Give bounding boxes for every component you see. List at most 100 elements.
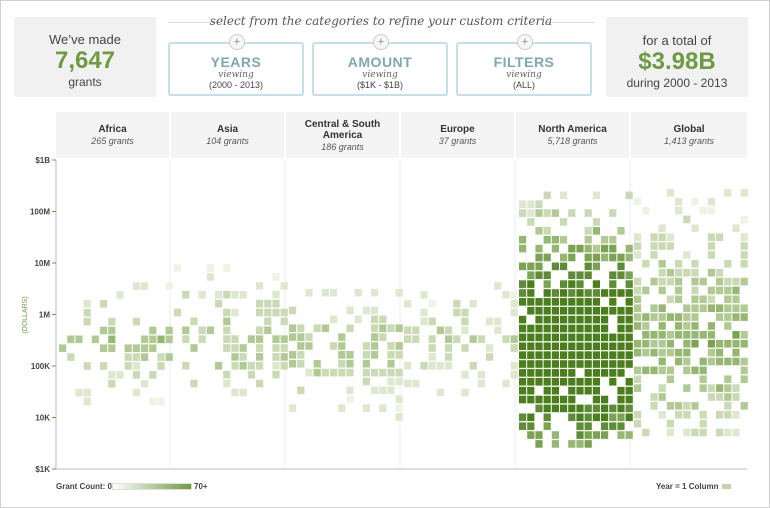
heatmap-cell xyxy=(683,251,691,259)
y-tick-label: 1M xyxy=(39,311,50,320)
heatmap-cell xyxy=(625,315,633,324)
heatmap-cell xyxy=(683,268,691,277)
heatmap-cell xyxy=(716,348,724,357)
heatmap-cell xyxy=(699,419,707,428)
add-icon[interactable]: + xyxy=(517,34,533,50)
heatmap-cell xyxy=(584,351,592,359)
heatmap-cell xyxy=(560,333,568,342)
heatmap-cell xyxy=(436,388,444,397)
region-header-asia[interactable]: Asia 104 grants xyxy=(171,112,284,158)
heatmap-cell xyxy=(519,209,527,217)
heatmap-cell xyxy=(592,244,600,253)
heatmap-cell xyxy=(108,317,116,326)
add-icon[interactable]: + xyxy=(229,34,245,50)
heatmap-cell xyxy=(461,308,469,317)
heatmap-cell xyxy=(543,395,551,404)
heatmap-cell xyxy=(132,388,140,397)
heatmap-cell xyxy=(625,280,633,288)
heatmap-cell xyxy=(609,235,617,244)
heatmap-cell xyxy=(108,335,116,344)
heatmap-cell xyxy=(576,413,584,422)
heatmap-cell xyxy=(510,370,518,379)
heatmap-cell xyxy=(527,431,535,439)
heatmap-cell xyxy=(634,419,642,428)
heatmap-cell xyxy=(149,371,157,379)
heatmap-cell xyxy=(519,235,527,244)
heatmap-cell xyxy=(699,277,707,286)
heatmap-cell xyxy=(231,290,239,299)
heatmap-cell xyxy=(527,333,535,342)
heatmap-cell xyxy=(732,286,740,295)
heatmap-cell xyxy=(584,404,592,413)
region-header-africa[interactable]: Africa 265 grants xyxy=(56,112,169,158)
heatmap-cell xyxy=(691,322,699,330)
criteria-filters-button[interactable]: + FILTERS viewing (ALL) xyxy=(456,34,592,96)
heatmap-cell xyxy=(289,306,297,315)
heatmap-cell xyxy=(535,351,543,359)
heatmap-cell xyxy=(387,359,395,368)
region-header-north-america[interactable]: North America 5,718 grants xyxy=(516,112,629,158)
region-name: North America xyxy=(538,124,607,135)
heatmap-cell xyxy=(617,342,625,351)
heatmap-cell xyxy=(658,242,666,250)
heatmap-cell xyxy=(634,366,642,375)
criteria-amount-button[interactable]: + AMOUNT viewing ($1K - $1B) xyxy=(312,34,448,96)
heatmap-cell xyxy=(551,315,559,324)
heatmap-cell xyxy=(165,282,173,290)
heatmap-cell xyxy=(535,360,543,368)
region-header-central-south-america[interactable]: Central & South America 186 grants xyxy=(286,112,399,158)
heatmap-cell xyxy=(568,315,576,324)
heatmap-cell xyxy=(560,253,568,262)
heatmap-cell xyxy=(658,393,666,401)
heatmap-cell xyxy=(477,335,485,343)
y-tick-label: 10M xyxy=(34,259,50,268)
heatmap-cell xyxy=(609,369,617,377)
year-column-swatch xyxy=(722,484,731,489)
heatmap-cell xyxy=(576,342,584,351)
add-icon[interactable]: + xyxy=(373,34,389,50)
heatmap-cell xyxy=(272,290,280,299)
heatmap-cell xyxy=(716,357,724,366)
heatmap-cell xyxy=(584,262,592,271)
heatmap-cell xyxy=(584,333,592,342)
region-count: 37 grants xyxy=(438,136,477,146)
summary-line1: for a total of xyxy=(642,33,712,48)
heatmap-cell xyxy=(527,324,535,333)
heatmap-cell xyxy=(412,379,420,388)
heatmap-cell xyxy=(256,308,264,317)
heatmap-cell xyxy=(223,290,231,299)
heatmap-cell xyxy=(666,313,674,321)
heatmap-cell xyxy=(231,308,239,317)
heatmap-cell xyxy=(658,304,666,312)
summary-line3: during 2000 - 2013 xyxy=(626,76,728,90)
heatmap-cell xyxy=(642,259,650,268)
heatmap-cell xyxy=(560,262,568,271)
heatmap-cell xyxy=(412,326,420,335)
heatmap-cell xyxy=(231,344,239,352)
heatmap-cell xyxy=(560,289,568,297)
heatmap-cell xyxy=(609,244,617,253)
heatmap-cell xyxy=(691,268,699,277)
heatmap-cell xyxy=(666,375,674,384)
heatmap-cell xyxy=(568,324,576,333)
heatmap-cell xyxy=(707,384,715,392)
heatmap-cell xyxy=(535,333,543,342)
heatmap-cell xyxy=(568,280,576,288)
criteria-years-button[interactable]: + YEARS viewing (2000 - 2013) xyxy=(168,34,304,96)
heatmap-cell xyxy=(707,339,715,348)
heatmap-cell xyxy=(609,351,617,359)
heatmap-cell xyxy=(404,335,412,343)
heatmap-cell xyxy=(699,428,707,437)
heatmap-cell xyxy=(650,277,658,286)
heatmap-cell xyxy=(362,359,370,368)
heatmap-cell xyxy=(486,317,494,326)
heatmap-cell xyxy=(634,375,642,384)
heatmap-cell xyxy=(691,339,699,348)
heatmap-cell xyxy=(371,288,379,297)
region-header-global[interactable]: Global 1,413 grants xyxy=(631,112,747,158)
heatmap-cell xyxy=(699,366,707,375)
heatmap-cell xyxy=(732,339,740,348)
region-header-europe[interactable]: Europe 37 grants xyxy=(401,112,514,158)
heatmap-cell xyxy=(379,315,387,324)
